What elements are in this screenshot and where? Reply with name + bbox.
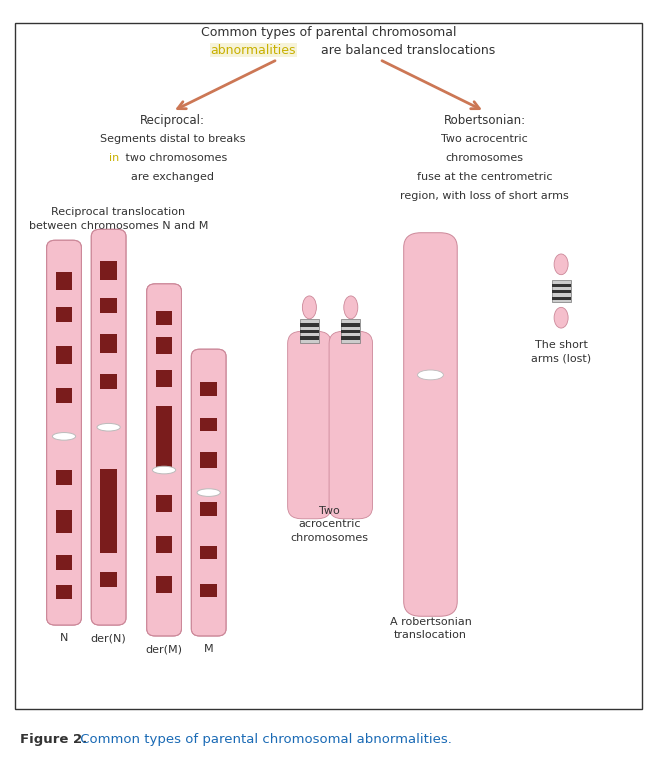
Bar [56,584,72,599]
Text: fuse at the centrometric: fuse at the centrometric [417,173,553,182]
Bar [101,334,117,353]
Bar [552,279,571,303]
Text: Common types of parental chromosomal: Common types of parental chromosomal [201,26,456,39]
Text: A robertsonian
translocation: A robertsonian translocation [390,617,472,640]
Text: N: N [60,633,68,643]
Bar [156,495,172,512]
Text: in: in [109,153,120,163]
Ellipse shape [418,370,443,380]
Text: abnormalities: abnormalities [211,44,296,57]
Bar [200,584,217,598]
Text: der(N): der(N) [91,633,127,643]
Bar [200,502,217,515]
Bar [552,284,571,287]
Bar [56,470,72,485]
Bar [156,536,172,553]
Bar [156,406,172,467]
Bar [56,555,72,570]
Bar [300,330,319,333]
Text: Two
acrocentric
chromosomes: Two acrocentric chromosomes [291,506,369,543]
Bar [200,546,217,560]
Text: are exchanged: are exchanged [131,173,214,182]
Text: The short
arms (lost): The short arms (lost) [531,340,591,363]
Bar [56,346,72,364]
Ellipse shape [302,296,317,319]
Bar [156,311,172,325]
Text: Two acrocentric: Two acrocentric [442,134,528,144]
Bar [101,374,117,389]
Bar [156,577,172,594]
Bar [101,297,117,313]
FancyBboxPatch shape [191,349,226,636]
Ellipse shape [554,307,568,328]
FancyBboxPatch shape [329,331,373,519]
Text: region, with loss of short arms: region, with loss of short arms [400,191,569,201]
Bar [552,296,571,300]
Ellipse shape [197,488,220,496]
Bar [56,272,72,290]
Bar [156,371,172,387]
Text: two chromosomes: two chromosomes [122,153,227,163]
FancyBboxPatch shape [147,284,181,636]
Bar [341,319,360,344]
Ellipse shape [554,254,568,275]
Bar [101,469,117,553]
Text: der(M): der(M) [146,644,183,654]
Bar [300,319,319,344]
Text: Robertsonian:: Robertsonian: [443,114,526,127]
Bar [56,511,72,533]
Bar [300,337,319,340]
Bar [56,307,72,321]
Bar [341,324,360,327]
Text: M: M [204,644,214,654]
Bar [101,572,117,587]
Text: Common types of parental chromosomal abnormalities.: Common types of parental chromosomal abn… [76,733,451,745]
Text: are balanced translocations: are balanced translocations [317,44,495,57]
FancyBboxPatch shape [47,240,81,625]
Bar [56,389,72,403]
Bar [101,262,117,280]
Bar [300,324,319,327]
Bar [200,452,217,468]
Ellipse shape [53,433,76,440]
Text: Reciprocal:: Reciprocal: [140,114,205,127]
Ellipse shape [97,423,120,431]
Text: chromosomes: chromosomes [445,153,524,163]
Bar [200,382,217,396]
Bar [552,290,571,293]
FancyBboxPatch shape [403,233,457,616]
Text: Segments distal to breaks: Segments distal to breaks [100,134,245,144]
Bar [341,330,360,333]
Bar [200,418,217,431]
Ellipse shape [152,466,175,474]
FancyBboxPatch shape [288,331,331,519]
Text: Reciprocal translocation
between chromosomes N and M: Reciprocal translocation between chromos… [28,207,208,231]
Ellipse shape [344,296,358,319]
Bar [156,337,172,354]
Text: Figure 2.: Figure 2. [20,733,87,745]
Bar [341,337,360,340]
FancyBboxPatch shape [91,229,126,625]
